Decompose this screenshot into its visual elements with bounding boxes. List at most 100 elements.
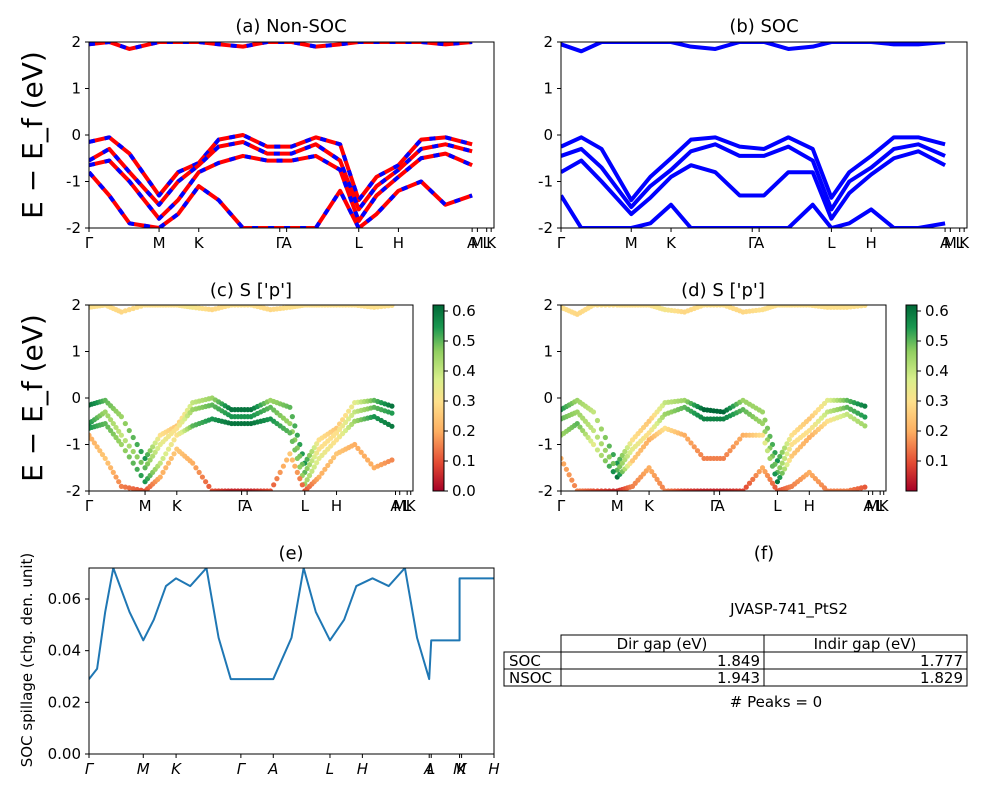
band-point-d (737, 436, 743, 442)
band-point-d (643, 440, 649, 446)
band-point-c (349, 412, 355, 419)
band-point-c (126, 427, 132, 434)
band-point-d (782, 455, 788, 462)
band-point-d (602, 447, 608, 453)
ytick-label-d: -1 (538, 436, 553, 454)
band-point-c (343, 419, 349, 426)
band-line-soc-overlay-a-0 (89, 133, 473, 203)
xtick-label-e: M (453, 760, 466, 778)
band-point-c (144, 461, 151, 467)
band-point-d (762, 440, 768, 446)
colorbar-label-c: 0.6 (452, 302, 476, 320)
band-point-c (389, 305, 395, 308)
table-cell-nsoc-label: NSOC (509, 669, 552, 687)
colorbar-label-c: 0.5 (452, 332, 476, 350)
band-point-d (598, 488, 605, 491)
band-point-d (767, 455, 773, 462)
colorbar-c (432, 304, 445, 492)
xtick-label-c: K (172, 497, 183, 515)
xtick-label-a: H (393, 234, 404, 252)
band-point-d (688, 440, 694, 446)
xtick-label-a: L (483, 234, 492, 252)
band-point-c (89, 436, 95, 442)
band-point-d (610, 460, 616, 467)
band-point-c (165, 460, 172, 466)
band-point-c (365, 457, 371, 463)
band-point-c (319, 470, 325, 476)
axes-frame-c (88, 304, 414, 492)
band-point-c (102, 409, 108, 415)
band-point-c (110, 420, 116, 427)
band-point-c (287, 420, 293, 427)
band-point-c (190, 460, 196, 466)
band-point-c (352, 441, 358, 448)
band-point-c (118, 432, 124, 438)
ytick-label-d: 0 (543, 389, 553, 407)
axes-frame-b (560, 41, 968, 229)
band-point-c (122, 420, 128, 427)
band-point-c (314, 460, 320, 466)
band-point-c (311, 464, 317, 470)
xtick-label-a: K (194, 234, 205, 252)
band-point-c (138, 459, 144, 465)
band-point-d (610, 451, 616, 458)
band-point-d (629, 458, 636, 464)
band-point-c (292, 423, 298, 429)
xtick-label-e: L (326, 760, 334, 778)
band-point-c (134, 486, 140, 491)
band-point-d (777, 474, 783, 481)
band-point-c (134, 466, 140, 472)
band-point-c (311, 445, 317, 451)
band-point-c (89, 432, 92, 438)
band-point-c (157, 474, 163, 480)
band-point-c (144, 451, 151, 458)
table-cell-nsoc-dir: 1.943 (717, 669, 760, 687)
band-point-c (155, 436, 161, 442)
band-point-c (309, 458, 315, 464)
band-point-d (774, 479, 781, 485)
band-point-d (779, 449, 785, 455)
xtick-label-c: M (139, 497, 152, 515)
plot-area-a (89, 42, 473, 228)
band-point-c (102, 455, 108, 462)
band-point-c (142, 455, 148, 462)
xtick-label-c: A (242, 497, 253, 515)
band-point-c (134, 305, 140, 310)
band-point-c (163, 451, 169, 457)
band-point-c (336, 426, 343, 432)
band-point-d (638, 447, 644, 453)
band-point-c (147, 448, 153, 454)
band-point-d (582, 431, 588, 437)
band-point-d (577, 424, 583, 430)
band-point-c (138, 487, 144, 491)
xtick-label-b: K (959, 234, 970, 252)
ytick-label-c: 0 (71, 389, 81, 407)
band-point-c (155, 445, 161, 451)
band-point-c (122, 438, 128, 444)
ytick-label-d: 2 (543, 296, 553, 314)
band-point-c (199, 474, 205, 480)
plot-area-c (89, 305, 395, 491)
band-point-c (289, 438, 295, 444)
band-point-c (126, 485, 132, 491)
band-point-d (762, 469, 768, 475)
colorbar-label-d: 0.3 (925, 392, 949, 410)
colorbar-label-c: 0.3 (452, 392, 476, 410)
band-point-c (284, 457, 290, 463)
band-point-c (118, 309, 124, 315)
band-point-d (740, 488, 746, 491)
band-point-c (97, 448, 103, 454)
ytick-label-e: 0.02 (48, 693, 81, 711)
band-point-c (150, 453, 156, 459)
xtick-label-d: L (773, 497, 782, 515)
colorbar-label-d: 0.6 (925, 302, 949, 320)
band-point-c (160, 469, 166, 475)
band-point-d (764, 472, 771, 479)
band-line-b-4 (561, 42, 946, 54)
band-point-d (750, 476, 756, 482)
xtick-label-a: A (282, 234, 293, 252)
band-point-d (694, 448, 701, 454)
xtick-label-c: M (393, 497, 406, 515)
plot-area-e (89, 568, 494, 681)
band-point-c (163, 465, 169, 471)
